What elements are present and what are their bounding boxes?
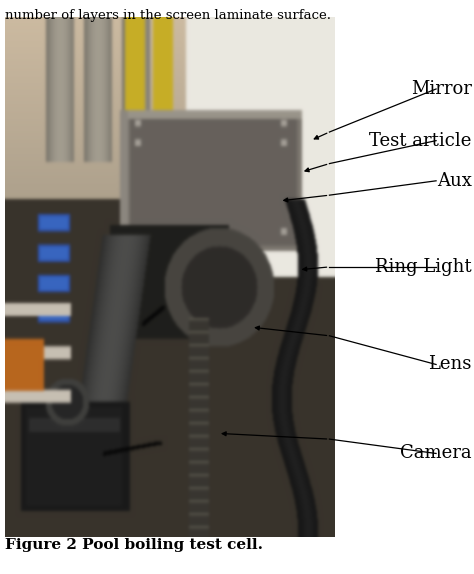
Text: Mirror: Mirror: [411, 80, 472, 98]
Text: Aux: Aux: [437, 172, 472, 190]
Text: number of layers in the screen laminate surface.: number of layers in the screen laminate …: [5, 9, 331, 22]
Text: Figure 2 Pool boiling test cell.: Figure 2 Pool boiling test cell.: [5, 538, 263, 552]
Text: Camera: Camera: [400, 444, 472, 463]
Text: Lens: Lens: [428, 355, 472, 374]
Text: Test article: Test article: [369, 131, 472, 150]
Text: Ring Light: Ring Light: [375, 258, 472, 276]
